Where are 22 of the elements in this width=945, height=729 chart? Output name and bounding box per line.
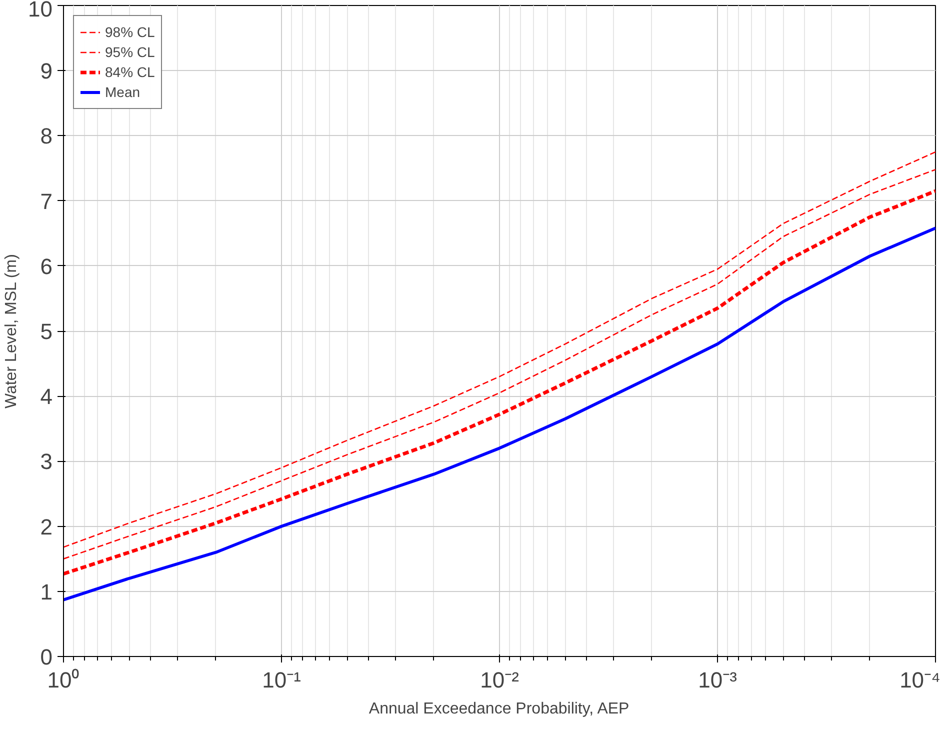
x-axis-title: Annual Exceedance Probability, AEP: [368, 700, 630, 718]
y-tick-label: 0: [40, 644, 53, 670]
y-tick-label: 1: [40, 579, 53, 604]
legend-label: Mean: [105, 84, 140, 100]
y-tick-label: 9: [40, 58, 53, 84]
y-tick-label: 7: [40, 188, 53, 214]
legend-label: 95% CL: [105, 44, 155, 60]
x-tick-label: 10⁻³: [698, 668, 737, 692]
y-tick-label: 5: [40, 319, 53, 344]
y-tick-label: 3: [40, 449, 53, 474]
x-tick-label: 10⁰: [47, 668, 80, 692]
legend-label: 98% CL: [105, 24, 155, 40]
x-tick-label: 10⁻¹: [262, 668, 301, 692]
x-tick-label: 10⁻²: [480, 668, 519, 692]
y-tick-label: 4: [40, 384, 53, 410]
y-tick-label: 8: [40, 124, 53, 149]
y-axis-title: Water Level, MSL (m): [3, 254, 20, 408]
legend-label: 84% CL: [105, 64, 155, 80]
y-tick-label: 6: [40, 254, 53, 279]
x-tick-label: 10⁻⁴: [900, 668, 941, 692]
y-tick-label: 10: [28, 0, 53, 22]
y-tick-label: 2: [40, 514, 53, 540]
